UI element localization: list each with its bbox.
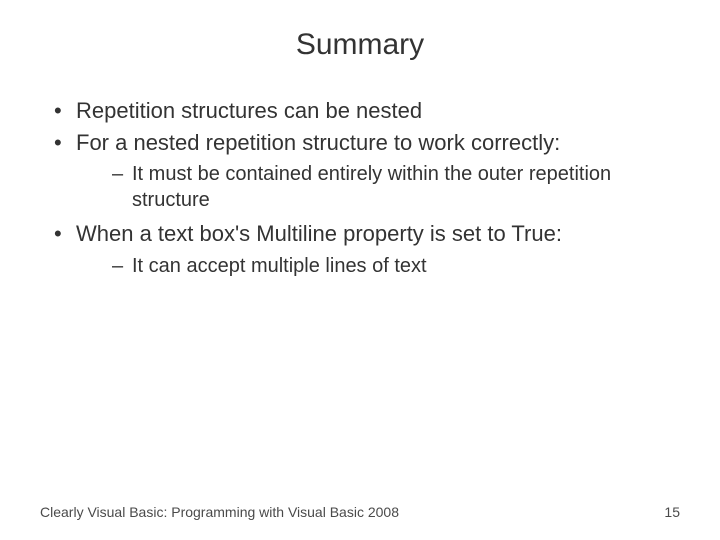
slide-footer: Clearly Visual Basic: Programming with V… <box>40 504 680 520</box>
bullet-text: When a text box's Multiline property is … <box>76 221 562 246</box>
sub-bullet-list: It must be contained entirely within the… <box>76 161 680 213</box>
page-number: 15 <box>664 504 680 520</box>
footer-source: Clearly Visual Basic: Programming with V… <box>40 504 399 520</box>
sub-bullet-item: It can accept multiple lines of text <box>76 253 680 279</box>
bullet-list: Repetition structures can be nested For … <box>40 96 680 279</box>
sub-bullet-text: It must be contained entirely within the… <box>132 163 611 211</box>
sub-bullet-item: It must be contained entirely within the… <box>76 161 680 213</box>
bullet-item: For a nested repetition structure to wor… <box>40 128 680 214</box>
bullet-item: Repetition structures can be nested <box>40 96 680 126</box>
sub-bullet-text: It can accept multiple lines of text <box>132 255 427 277</box>
sub-bullet-list: It can accept multiple lines of text <box>76 253 680 279</box>
bullet-item: When a text box's Multiline property is … <box>40 219 680 279</box>
bullet-text: For a nested repetition structure to wor… <box>76 130 560 155</box>
bullet-text: Repetition structures can be nested <box>76 98 422 123</box>
slide-title: Summary <box>40 28 680 62</box>
